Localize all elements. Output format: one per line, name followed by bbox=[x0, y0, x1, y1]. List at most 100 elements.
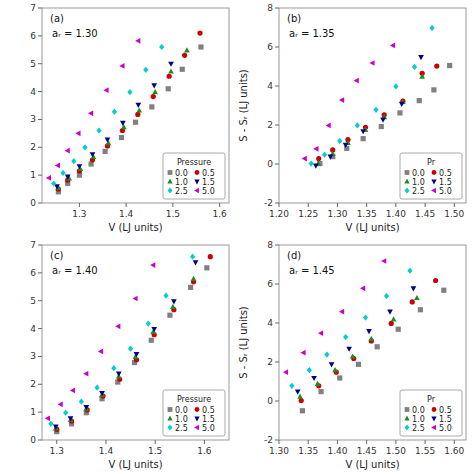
x-tick bbox=[172, 203, 173, 207]
x-tick bbox=[366, 440, 367, 444]
point bbox=[168, 68, 174, 73]
legend-label: 2.5 bbox=[412, 424, 425, 433]
point bbox=[414, 295, 420, 300]
legend-label: 1.0 bbox=[412, 415, 425, 424]
legend-marker bbox=[194, 417, 199, 422]
data-layer bbox=[45, 254, 213, 435]
annotation: (b) bbox=[287, 13, 301, 24]
x-tick-label: 1.6 bbox=[212, 209, 227, 219]
panel: 1.31.41.51.601234567V (LJ units)(a)aᵣ = … bbox=[30, 3, 229, 233]
point bbox=[283, 369, 288, 375]
point bbox=[360, 285, 365, 291]
legend-marker bbox=[432, 407, 437, 412]
legend-marker bbox=[404, 179, 409, 184]
legend-box bbox=[163, 390, 225, 436]
point bbox=[208, 254, 213, 259]
y-tick bbox=[38, 384, 42, 385]
point bbox=[379, 124, 384, 129]
series bbox=[302, 43, 395, 162]
y-tick-label: 6 bbox=[267, 279, 273, 289]
point bbox=[46, 175, 51, 181]
y-tick-label: 4 bbox=[267, 318, 273, 328]
point bbox=[68, 417, 74, 422]
x-axis-label: V (LJ units) bbox=[345, 222, 399, 233]
legend-title: Pressure bbox=[177, 395, 211, 404]
point bbox=[133, 120, 138, 125]
point bbox=[337, 375, 342, 380]
legend-label: 0.0 bbox=[412, 406, 425, 415]
x-tick bbox=[155, 440, 156, 444]
x-tick bbox=[425, 203, 426, 207]
point bbox=[166, 86, 171, 91]
point bbox=[136, 107, 142, 112]
x-tick bbox=[126, 203, 127, 207]
point bbox=[163, 293, 168, 299]
y-tick bbox=[38, 272, 42, 273]
legend-marker bbox=[405, 407, 410, 412]
legend-label: 5.0 bbox=[439, 187, 452, 196]
legend-box bbox=[400, 390, 462, 436]
legend-box bbox=[400, 153, 462, 199]
x-tick-label: 1.40 bbox=[386, 209, 406, 219]
legend-marker bbox=[168, 407, 173, 412]
x-tick-label: 1.3 bbox=[72, 209, 86, 219]
point bbox=[297, 394, 303, 399]
series bbox=[313, 55, 424, 169]
y-tick-label: 0 bbox=[267, 396, 273, 406]
y-axis-label: S - Sᵣ (LJ units) bbox=[238, 69, 249, 142]
point bbox=[346, 347, 352, 352]
point bbox=[134, 352, 140, 357]
point bbox=[431, 87, 436, 92]
point bbox=[311, 376, 317, 381]
point bbox=[151, 327, 157, 332]
legend-marker bbox=[195, 407, 200, 412]
legend-marker bbox=[405, 425, 410, 431]
point bbox=[412, 64, 417, 70]
point bbox=[146, 320, 151, 326]
point bbox=[393, 83, 398, 89]
y-tick-label: 4 bbox=[30, 87, 36, 97]
legend-marker bbox=[431, 180, 436, 185]
point bbox=[337, 138, 342, 144]
panel: 1.31.41.51.601234567V (LJ units)(c)aᵣ = … bbox=[30, 240, 229, 470]
annotation: (c) bbox=[50, 250, 63, 261]
series bbox=[53, 276, 197, 431]
point bbox=[363, 314, 368, 320]
y-tick-label: 6 bbox=[267, 42, 273, 52]
legend-label: 5.0 bbox=[439, 424, 452, 433]
point bbox=[71, 158, 76, 164]
legend-marker bbox=[405, 188, 410, 194]
x-tick bbox=[79, 203, 80, 207]
point bbox=[197, 30, 202, 35]
legend-label: 0.5 bbox=[439, 169, 452, 178]
point bbox=[419, 74, 425, 79]
point bbox=[168, 62, 174, 67]
legend: Pressure0.00.51.01.52.55.0 bbox=[163, 153, 225, 199]
point bbox=[441, 288, 446, 293]
point bbox=[151, 83, 157, 88]
x-tick bbox=[308, 203, 309, 207]
point bbox=[83, 405, 89, 410]
point bbox=[128, 346, 133, 352]
series bbox=[56, 44, 204, 194]
y-tick-label: 6 bbox=[30, 268, 36, 278]
x-axis-label: V (LJ units) bbox=[108, 459, 162, 470]
legend-label: 1.0 bbox=[175, 178, 188, 187]
point bbox=[170, 304, 176, 309]
point bbox=[315, 381, 321, 386]
point bbox=[418, 55, 424, 60]
point bbox=[369, 60, 374, 66]
point bbox=[60, 170, 65, 176]
x-tick-label: 1.30 bbox=[269, 446, 289, 456]
x-tick-label: 1.30 bbox=[327, 209, 347, 219]
legend-marker bbox=[431, 425, 436, 430]
y-tick bbox=[38, 63, 42, 64]
point bbox=[380, 117, 386, 122]
legend: Pr0.00.51.01.52.55.0 bbox=[400, 153, 462, 199]
series bbox=[46, 38, 140, 181]
point bbox=[150, 262, 155, 268]
point bbox=[361, 136, 366, 141]
point bbox=[151, 94, 156, 99]
series bbox=[295, 286, 416, 395]
x-tick-label: 1.5 bbox=[166, 209, 180, 219]
